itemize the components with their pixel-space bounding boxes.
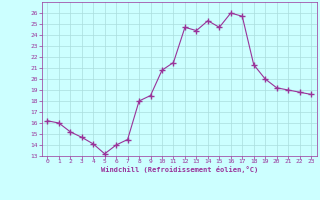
X-axis label: Windchill (Refroidissement éolien,°C): Windchill (Refroidissement éolien,°C) <box>100 166 258 173</box>
